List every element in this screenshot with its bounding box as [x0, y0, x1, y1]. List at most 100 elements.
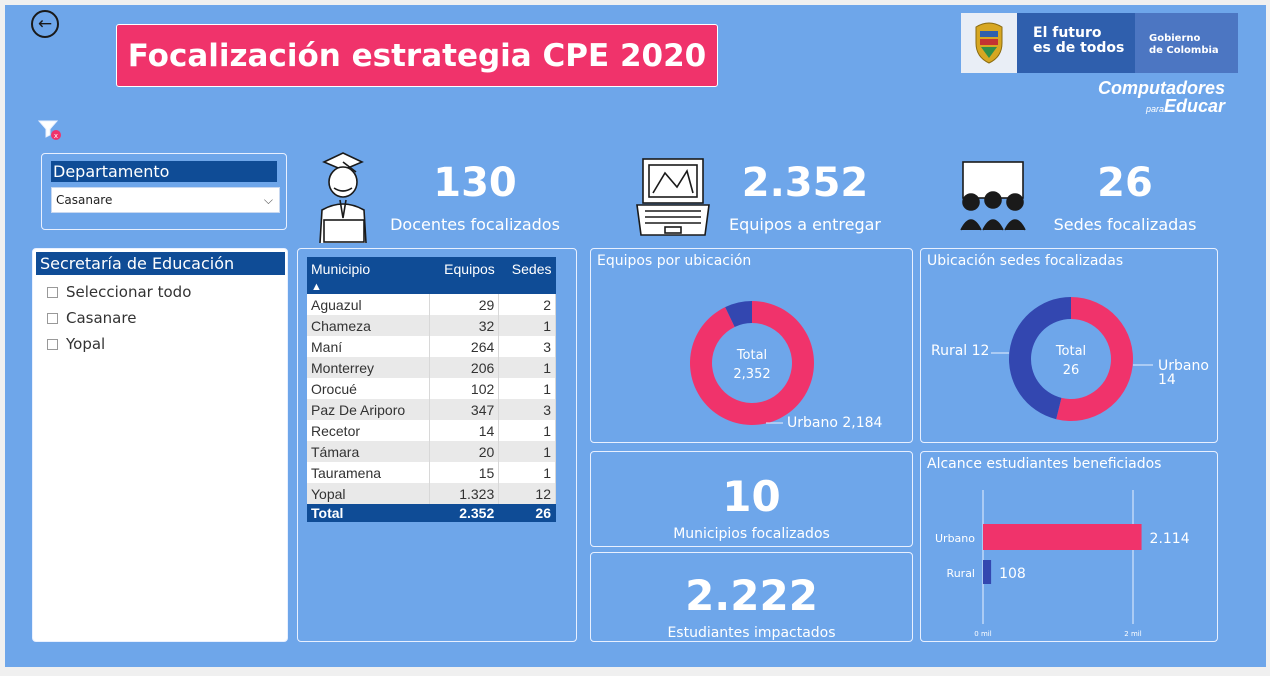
- slicer-item-yopal[interactable]: Yopal: [47, 335, 105, 353]
- label-urbano-value: 14: [1158, 372, 1176, 388]
- cpe-logo-educar: Educar: [1163, 96, 1225, 116]
- slicer-item-label: Casanare: [66, 309, 137, 327]
- estudiantes-value: 2.222: [685, 571, 818, 620]
- x-tick-label: 0 mil: [974, 630, 991, 638]
- chart-title: Equipos por ubicación: [597, 253, 752, 269]
- column-header-sedes[interactable]: Sedes: [498, 257, 556, 294]
- total-label: Total: [307, 504, 430, 522]
- departamento-selected: Casanare: [56, 193, 113, 207]
- slicer-item-seleccionar-todo[interactable]: Seleccionar todo: [47, 283, 191, 301]
- label-urbano: Urbano 2,184: [787, 415, 883, 431]
- table-row[interactable]: Recetor 14 1: [307, 420, 556, 441]
- cell-sedes: 1: [498, 315, 556, 336]
- cell-sedes: 1: [498, 441, 556, 462]
- donut-slice-rural[interactable]: [1009, 297, 1071, 420]
- donut-slice-rural[interactable]: [725, 301, 752, 327]
- cell-equipos: 264: [429, 336, 500, 357]
- table-row[interactable]: Paz De Ariporo 347 3: [307, 399, 556, 420]
- slicer-item-label: Yopal: [66, 335, 106, 353]
- equipos-donut-chart: Total 2,352 Urbano 2,184: [690, 301, 883, 431]
- bar-urbano[interactable]: [983, 524, 1142, 550]
- column-header-municipio[interactable]: Municipio ▲: [307, 257, 430, 294]
- gobierno-logo: El futuro es de todos Gobierno de Colomb…: [961, 13, 1238, 73]
- table-row[interactable]: Tauramena 15 1: [307, 462, 556, 483]
- teacher-icon: [310, 148, 372, 244]
- logo-gobierno-line2: de Colombia: [1149, 45, 1219, 56]
- table-row[interactable]: Aguazul 29 2: [307, 294, 556, 315]
- category-label: Urbano: [935, 532, 975, 545]
- cell-municipio: Monterrey: [307, 357, 430, 378]
- table-row[interactable]: Chameza 32 1: [307, 315, 556, 336]
- back-arrow-icon[interactable]: ←: [31, 10, 59, 38]
- cell-municipio: Tauramena: [307, 462, 430, 483]
- cell-sedes: 1: [498, 420, 556, 441]
- report-canvas: ← Focalización estrategia CPE 2020 x El …: [5, 5, 1266, 667]
- secretaria-slicer: Secretaría de Educación Seleccionar todo…: [32, 248, 288, 642]
- municipios-value: 10: [722, 472, 781, 521]
- municipios-label: Municipios focalizados: [673, 526, 830, 542]
- logo-futuro-line1: El futuro: [1033, 25, 1102, 41]
- label-urbano: Urbano: [1158, 358, 1209, 374]
- cell-sedes: 12: [498, 483, 556, 504]
- classroom-icon: [953, 158, 1033, 232]
- cell-equipos: 206: [429, 357, 500, 378]
- cpe-logo-para: para: [1145, 104, 1164, 114]
- column-header-equipos[interactable]: Equipos: [429, 257, 499, 294]
- bar-value-label: 2.114: [1150, 531, 1190, 547]
- logo-gobierno-line1: Gobierno: [1149, 33, 1201, 44]
- label-rural: Rural 12: [931, 343, 989, 359]
- cell-municipio: Orocué: [307, 378, 430, 399]
- donut-center-value: 26: [1063, 363, 1080, 378]
- secretaria-label: Secretaría de Educación: [36, 252, 285, 275]
- chart-title: Ubicación sedes focalizadas: [927, 253, 1124, 269]
- checkbox-icon[interactable]: [47, 338, 58, 350]
- estudiantes-kpi-panel: 2.222 Estudiantes impactados: [590, 552, 913, 642]
- cell-sedes: 3: [498, 336, 556, 357]
- filter-icon[interactable]: x: [37, 119, 62, 141]
- municipios-table-panel: Municipio ▲ Equipos Sedes Aguazul 29 2 Chame…: [297, 248, 577, 642]
- category-label: Rural: [947, 567, 975, 580]
- header-municipio-label: Municipio: [311, 261, 371, 277]
- sedes-value: 26: [1097, 160, 1153, 206]
- donut-slice-urbano[interactable]: [690, 301, 814, 425]
- checkbox-icon[interactable]: [47, 286, 58, 298]
- x-tick-label: 2 mil: [1124, 630, 1141, 638]
- logo-futuro: El futuro es de todos: [1017, 13, 1135, 73]
- cpe-logo-line1: Computadores: [1097, 78, 1225, 98]
- checkbox-icon[interactable]: [47, 312, 58, 324]
- equipos-ubicacion-panel: Equipos por ubicación Total 2,352 Urbano 2…: [590, 248, 913, 443]
- logo-futuro-line2: es de todos: [1033, 40, 1125, 56]
- laptop-icon: [633, 153, 713, 239]
- cell-municipio: Chameza: [307, 315, 430, 336]
- cell-equipos: 15: [429, 462, 500, 483]
- table-row[interactable]: Támara 20 1: [307, 441, 556, 462]
- cell-sedes: 1: [498, 357, 556, 378]
- table-row[interactable]: Maní 264 3: [307, 336, 556, 357]
- bar-rural[interactable]: [983, 560, 992, 584]
- table-body: Aguazul 29 2 Chameza 32 1 Maní 264 3 Monterrey 206…: [307, 294, 556, 522]
- cell-equipos: 29: [429, 294, 500, 315]
- table-row[interactable]: Orocué 102 1: [307, 378, 556, 399]
- departamento-dropdown[interactable]: Casanare ⌵: [51, 187, 280, 213]
- departamento-slicer: Departamento Casanare ⌵: [41, 153, 287, 230]
- cell-equipos: 347: [429, 399, 500, 420]
- donut-center-label: Total: [736, 348, 767, 363]
- estudiantes-label: Estudiantes impactados: [667, 625, 836, 641]
- cell-municipio: Aguazul: [307, 294, 430, 315]
- cell-equipos: 32: [429, 315, 500, 336]
- alcance-bar-chart: Urbano 2.114 Rural 108 0 mil 2 mil: [935, 490, 1190, 638]
- cpe-logo-line2: paraEducar: [1085, 97, 1225, 118]
- donut-slice-urbano[interactable]: [1056, 297, 1133, 421]
- chevron-down-icon: ⌵: [263, 193, 273, 207]
- bar-value-label: 108: [999, 566, 1026, 582]
- slicer-item-casanare[interactable]: Casanare: [47, 309, 136, 327]
- cell-municipio: Yopal: [307, 483, 430, 504]
- logo-gobierno: Gobierno de Colombia: [1135, 13, 1238, 73]
- departamento-label: Departamento: [51, 161, 277, 182]
- cell-sedes: 1: [498, 462, 556, 483]
- table-row[interactable]: Yopal 1.323 12: [307, 483, 556, 504]
- municipios-table: Municipio ▲ Equipos Sedes Aguazul 29 2 Chame…: [307, 257, 556, 522]
- table-total-row: Total 2.352 26: [307, 504, 556, 522]
- table-row[interactable]: Monterrey 206 1: [307, 357, 556, 378]
